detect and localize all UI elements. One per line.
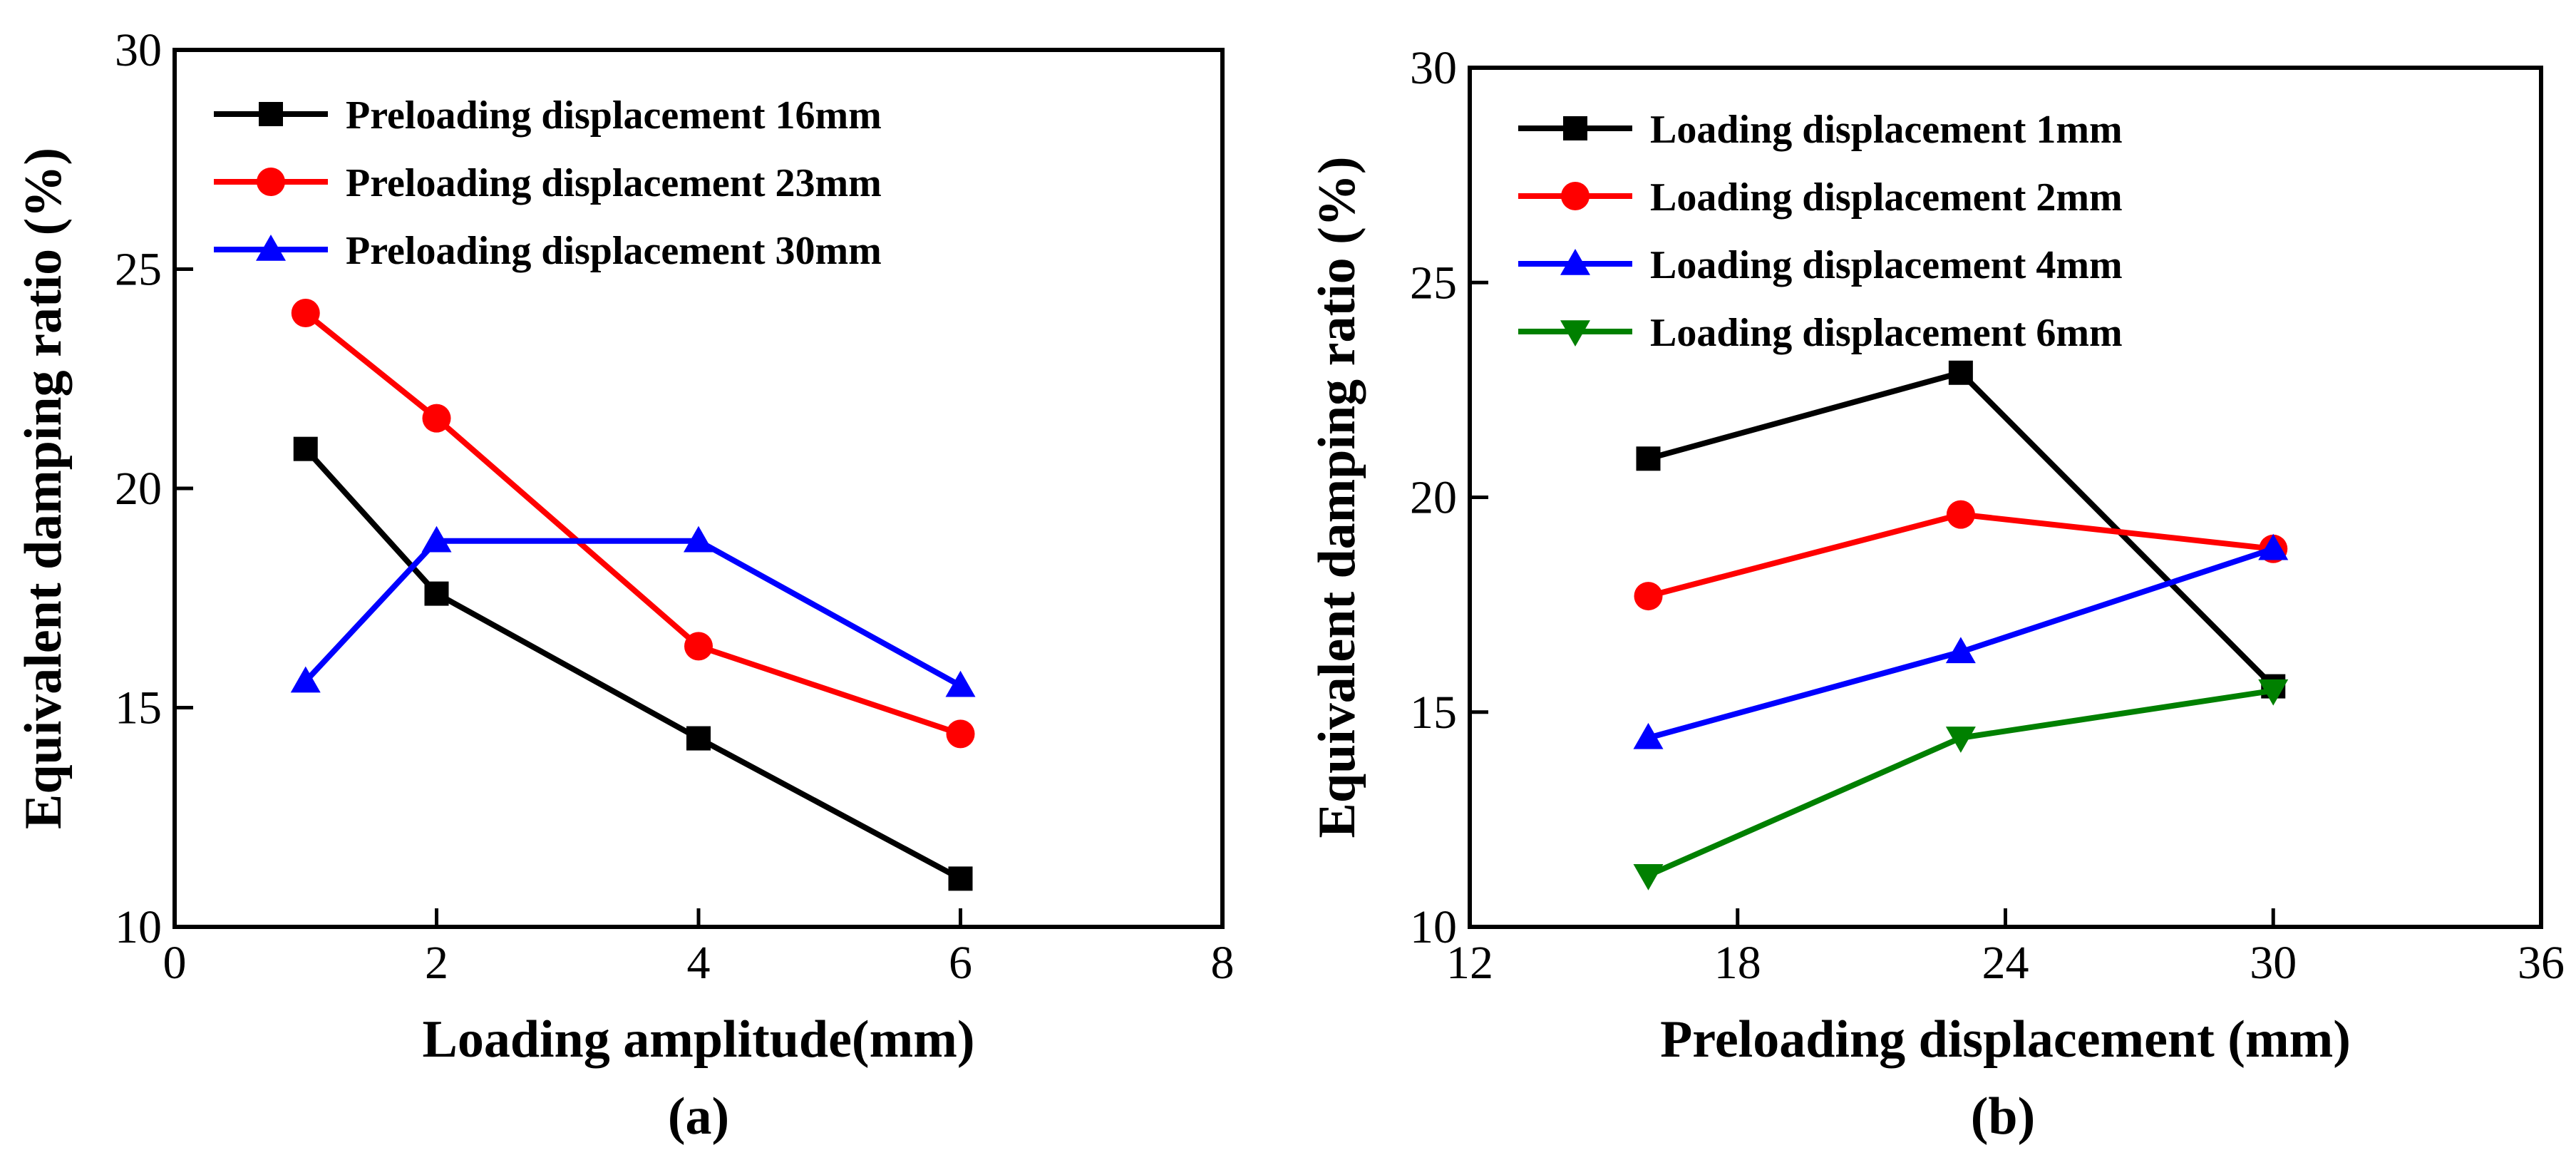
panel-label: (a) xyxy=(668,1087,729,1146)
legend-marker xyxy=(1561,182,1590,210)
legend-entry: Loading displacement 1mm xyxy=(1518,108,2123,152)
x-tick-label: 36 xyxy=(2518,937,2565,989)
legend-marker xyxy=(256,235,286,261)
y-tick-label: 10 xyxy=(115,901,162,953)
y-tick-label: 10 xyxy=(1410,901,1457,953)
legend-marker xyxy=(1560,320,1590,347)
data-point xyxy=(945,670,976,697)
legend-label: Loading displacement 6mm xyxy=(1650,311,2123,355)
x-tick-label: 24 xyxy=(1982,937,2029,989)
legend-label: Preloading displacement 23mm xyxy=(346,161,882,205)
y-tick-label: 30 xyxy=(1410,42,1457,94)
y-tick-label: 30 xyxy=(115,24,162,76)
data-point xyxy=(1945,727,1976,753)
y-tick-label: 15 xyxy=(115,682,162,734)
data-point xyxy=(422,404,451,433)
data-point xyxy=(1946,500,1975,529)
series-line xyxy=(303,538,962,689)
series-3 xyxy=(1633,533,2289,749)
x-tick-label: 4 xyxy=(687,937,711,989)
x-tick-label: 12 xyxy=(1446,937,1493,989)
y-tick-label: 20 xyxy=(1410,472,1457,524)
data-point xyxy=(2258,679,2289,706)
data-point xyxy=(1633,863,1664,891)
series-2 xyxy=(1634,500,2288,611)
series-line xyxy=(303,446,962,881)
x-axis-label: Loading amplitude(mm) xyxy=(422,1010,974,1069)
data-point xyxy=(1636,446,1661,471)
legend-label: Loading displacement 4mm xyxy=(1650,243,2123,287)
data-point xyxy=(684,525,713,553)
series-3 xyxy=(290,525,976,697)
legend-label: Preloading displacement 16mm xyxy=(346,93,882,138)
x-tick-label: 30 xyxy=(2250,937,2297,989)
x-tick-label: 2 xyxy=(425,937,448,989)
data-point xyxy=(686,726,711,751)
legend-marker xyxy=(259,102,283,126)
legend-entry: Loading displacement 6mm xyxy=(1518,311,2123,355)
y-axis-label: Equivalent damping ratio (%) xyxy=(1308,157,1366,838)
y-axis-label: Equivalent damping ratio (%) xyxy=(14,148,73,829)
legend: Preloading displacement 16mm Preloading d… xyxy=(214,93,882,273)
data-point xyxy=(684,632,713,661)
x-axis-label: Preloading displacement (mm) xyxy=(1660,1010,2351,1069)
data-point xyxy=(1633,722,1664,749)
legend-marker xyxy=(1560,249,1590,275)
data-point xyxy=(948,866,973,891)
legend: Loading displacement 1mm Loading displace… xyxy=(1518,108,2123,355)
legend-label: Loading displacement 2mm xyxy=(1650,175,2123,220)
legend-label: Loading displacement 1mm xyxy=(1650,108,2123,152)
series-4 xyxy=(1633,679,2289,891)
y-tick-label: 15 xyxy=(1410,687,1457,739)
data-point xyxy=(1948,360,1973,385)
data-point xyxy=(421,525,452,553)
data-point xyxy=(290,666,321,693)
y-tick-label: 20 xyxy=(115,463,162,515)
data-point xyxy=(291,299,320,327)
chart-a: 0 2 4 6 8 10 15 20 25 30 Loading amplitude(mm) Equi… xyxy=(14,24,1235,1146)
legend-entry: Preloading displacement 16mm xyxy=(214,93,882,138)
data-point xyxy=(293,436,318,461)
panel-label: (b) xyxy=(1971,1087,2035,1146)
data-point xyxy=(1945,637,1976,664)
series-line xyxy=(304,310,962,737)
series-line xyxy=(1647,687,2274,878)
legend-entry: Loading displacement 4mm xyxy=(1518,243,2123,287)
legend-label: Preloading displacement 30mm xyxy=(346,229,882,273)
x-tick-label: 18 xyxy=(1714,937,1761,989)
y-tick-label: 25 xyxy=(1410,257,1457,309)
series-2 xyxy=(291,299,975,749)
legend-marker xyxy=(257,168,285,196)
data-point xyxy=(946,719,975,749)
series-1 xyxy=(293,436,973,891)
legend-entry: Preloading displacement 30mm xyxy=(214,229,882,273)
x-tick-label: 0 xyxy=(163,937,187,989)
legend-entry: Preloading displacement 23mm xyxy=(214,161,882,205)
data-point xyxy=(424,581,449,606)
x-tick-label: 8 xyxy=(1211,937,1235,989)
legend-marker xyxy=(1563,116,1587,140)
data-point xyxy=(2258,533,2289,560)
x-tick-label: 6 xyxy=(949,937,972,989)
chart-b: 12 18 24 30 36 10 15 20 25 30 Preloading displacem… xyxy=(1308,42,2565,1146)
legend-entry: Loading displacement 2mm xyxy=(1518,175,2123,220)
y-tick-label: 25 xyxy=(115,244,162,296)
data-point xyxy=(1634,582,1663,611)
